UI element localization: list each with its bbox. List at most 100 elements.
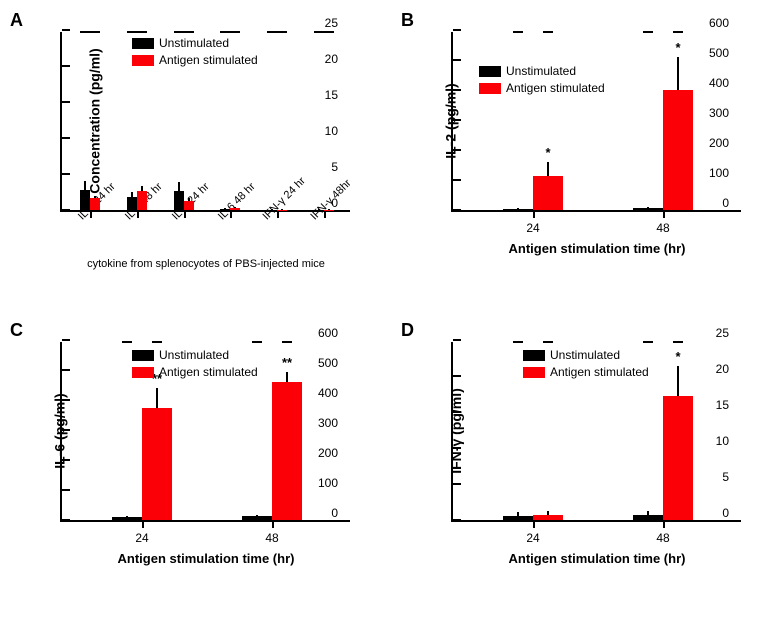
x-tick-label: 48	[656, 221, 669, 235]
error-bar	[94, 196, 96, 199]
plot-area: 0510152025Concentration (pg/ml)cytokine …	[60, 32, 350, 212]
y-tick	[62, 173, 70, 175]
error-cap	[252, 341, 262, 343]
legend-swatch-stim	[479, 83, 501, 94]
y-tick	[453, 375, 461, 377]
legend-label: Unstimulated	[506, 64, 576, 78]
error-cap	[543, 341, 553, 343]
bar-stim	[663, 396, 693, 520]
legend-swatch-stim	[523, 367, 545, 378]
y-tick-label: 200	[318, 446, 338, 460]
legend-row: Unstimulated	[132, 36, 258, 50]
error-cap	[152, 341, 162, 343]
x-tick-label: IL-6 48 hr	[216, 181, 258, 223]
panel-B: B0100200300400500600IL-2 (pg/ml)Antigen …	[401, 10, 762, 300]
bar-stim	[663, 90, 693, 210]
error-bar	[517, 208, 519, 209]
error-cap	[673, 31, 683, 33]
legend-swatch-stim	[132, 55, 154, 66]
chart-wrap: 0510152025IFN-γ (pg/ml)Antigen stimulati…	[401, 320, 762, 610]
legend-label: Unstimulated	[159, 36, 229, 50]
significance-marker: *	[545, 145, 550, 160]
legend-label: Unstimulated	[159, 348, 229, 362]
significance-marker: **	[282, 355, 292, 370]
y-axis-label: Concentration (pg/ml)	[87, 48, 103, 193]
y-tick-label: 200	[709, 136, 729, 150]
x-tick	[533, 210, 535, 218]
legend-row: Antigen stimulated	[479, 81, 605, 95]
legend-label: Antigen stimulated	[159, 53, 258, 67]
error-cap	[80, 31, 90, 33]
error-bar	[647, 207, 649, 208]
legend-swatch-unstim	[523, 350, 545, 361]
error-cap	[513, 31, 523, 33]
chart-wrap: 0100200300400500600IL-6 (pg/ml)Antigen s…	[10, 320, 371, 610]
y-tick-label: 300	[318, 416, 338, 430]
legend-row: Antigen stimulated	[132, 53, 258, 67]
legend-row: Unstimulated	[479, 64, 605, 78]
error-cap	[673, 341, 683, 343]
x-tick-label: 48	[656, 531, 669, 545]
panel-D: D0510152025IFN-γ (pg/ml)Antigen stimulat…	[401, 320, 762, 610]
panel-A: A0510152025Concentration (pg/ml)cytokine…	[10, 10, 371, 300]
x-axis-label: Antigen stimulation time (hr)	[118, 551, 295, 566]
y-tick	[453, 519, 461, 521]
legend-swatch-unstim	[132, 350, 154, 361]
error-cap	[267, 31, 277, 33]
legend-row: Unstimulated	[132, 348, 258, 362]
error-cap	[174, 31, 184, 33]
legend-label: Unstimulated	[550, 348, 620, 362]
chart-wrap: 0510152025Concentration (pg/ml)cytokine …	[10, 10, 371, 300]
y-tick-label: 0	[331, 506, 338, 520]
x-tick-label: 24	[526, 531, 539, 545]
y-tick	[62, 65, 70, 67]
x-axis-label: Antigen stimulation time (hr)	[509, 241, 686, 256]
y-tick	[62, 369, 70, 371]
y-tick	[62, 519, 70, 521]
x-tick-label: 24	[526, 221, 539, 235]
error-cap	[230, 31, 240, 33]
error-cap	[277, 31, 287, 33]
error-bar	[224, 208, 226, 209]
error-bar	[677, 366, 679, 396]
y-tick	[62, 489, 70, 491]
y-tick	[453, 209, 461, 211]
y-tick-label: 10	[716, 434, 729, 448]
legend-swatch-stim	[132, 367, 154, 378]
bar-stim	[142, 408, 172, 521]
y-tick-label: 400	[318, 386, 338, 400]
panel-C: C0100200300400500600IL-6 (pg/ml)Antigen …	[10, 320, 371, 610]
y-tick-label: 15	[716, 398, 729, 412]
bar-stim	[533, 176, 563, 211]
y-tick-label: 5	[722, 470, 729, 484]
x-axis-sublabel: cytokine from splenocyotes of PBS-inject…	[87, 258, 325, 270]
error-bar	[156, 388, 158, 408]
error-cap	[282, 341, 292, 343]
error-cap	[643, 341, 653, 343]
error-bar	[234, 207, 236, 208]
bar-unstim	[242, 516, 272, 520]
legend-swatch-unstim	[479, 66, 501, 77]
bar-stim	[184, 201, 194, 210]
error-bar	[141, 186, 143, 191]
bar-stim	[272, 382, 302, 520]
x-tick-label: 24	[135, 531, 148, 545]
bar-stim	[230, 208, 240, 210]
y-tick-label: 100	[709, 166, 729, 180]
x-tick	[272, 520, 274, 528]
x-tick-label: IFN-γ 48hr	[308, 177, 353, 222]
plot-area: 0100200300400500600IL-2 (pg/ml)Antigen s…	[451, 32, 741, 212]
y-axis-label: IFN-γ (pg/ml)	[448, 388, 464, 474]
x-tick	[663, 210, 665, 218]
y-tick-label: 10	[325, 124, 338, 138]
x-tick	[533, 520, 535, 528]
bar-unstim	[633, 515, 663, 520]
error-cap	[643, 31, 653, 33]
plot-area: 0510152025IFN-γ (pg/ml)Antigen stimulati…	[451, 342, 741, 522]
error-bar	[131, 192, 133, 197]
error-bar	[84, 181, 86, 190]
significance-marker: *	[675, 40, 680, 55]
error-cap	[543, 31, 553, 33]
x-tick-label: IFN-γ 24 hr	[261, 175, 308, 222]
error-bar	[647, 511, 649, 515]
